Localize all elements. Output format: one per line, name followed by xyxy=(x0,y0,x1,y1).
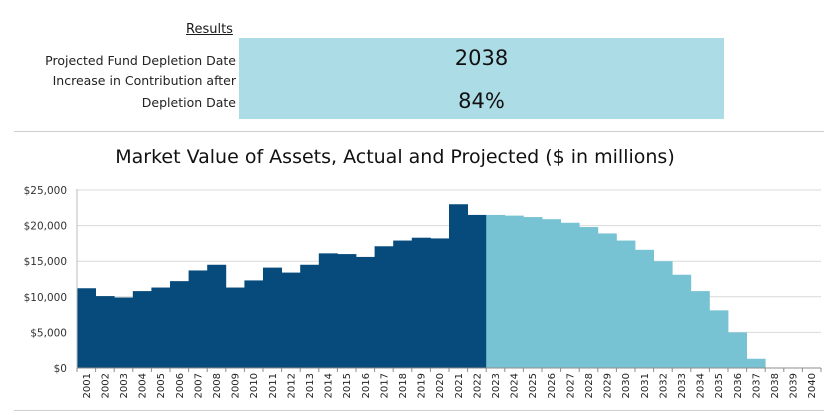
bar-2002 xyxy=(95,296,115,368)
y-tick-label: $10,000 xyxy=(24,292,67,304)
x-tick-label-2037: 2037 xyxy=(751,373,762,398)
x-tick-label-2018: 2018 xyxy=(398,373,409,398)
x-tick-label-2011: 2011 xyxy=(268,373,279,398)
x-tick-label-2013: 2013 xyxy=(305,373,316,398)
x-tick-label-2035: 2035 xyxy=(714,373,725,398)
x-tick-label-2014: 2014 xyxy=(324,373,335,398)
x-tick-label-2017: 2017 xyxy=(379,373,390,398)
y-tick-label: $5,000 xyxy=(30,327,67,339)
bar-2011 xyxy=(263,267,282,368)
x-tick-label-2012: 2012 xyxy=(286,373,297,398)
market-value-chart: $0 $5,000 $10,000 $15,000 $20,000 $25,000 2001… xyxy=(24,185,822,398)
x-tick-label-2005: 2005 xyxy=(156,373,167,398)
bar-2024 xyxy=(504,215,524,368)
chart-title: Market Value of Assets, Actual and Proje… xyxy=(115,146,675,168)
increase-label-line1: Increase in Contribution after xyxy=(52,73,236,88)
x-tick-label-2039: 2039 xyxy=(789,373,800,398)
x-tick-label-2031: 2031 xyxy=(640,373,651,398)
bar-2001 xyxy=(77,288,96,368)
x-tick-label-2040: 2040 xyxy=(807,373,818,398)
bar-2037 xyxy=(746,358,766,368)
results-box: 2038 84% xyxy=(239,38,724,119)
bar-2003 xyxy=(114,297,134,368)
x-tick-label-2033: 2033 xyxy=(677,373,688,398)
bar-2015 xyxy=(337,254,357,368)
y-tick-label: $25,000 xyxy=(24,185,67,197)
x-tick-label-2009: 2009 xyxy=(231,373,242,398)
bar-2014 xyxy=(318,253,338,368)
x-tick-label-2024: 2024 xyxy=(510,373,521,398)
bar-2008 xyxy=(207,264,227,368)
x-tick-label-2015: 2015 xyxy=(342,373,353,398)
bar-2029 xyxy=(597,233,617,368)
x-tick-label-2026: 2026 xyxy=(547,373,558,398)
x-tick-label-2029: 2029 xyxy=(603,373,614,398)
x-tick-label-2001: 2001 xyxy=(82,373,93,398)
y-tick-label: $0 xyxy=(54,363,67,375)
bar-2030 xyxy=(616,240,636,368)
bar-2036 xyxy=(728,332,747,368)
x-tick-label-2034: 2034 xyxy=(696,373,707,398)
x-tick-label-2007: 2007 xyxy=(193,373,204,398)
x-tick-label-2036: 2036 xyxy=(733,373,744,398)
bottom-divider xyxy=(14,410,824,411)
x-tick-label-2008: 2008 xyxy=(212,373,223,398)
bar-2035 xyxy=(709,310,729,368)
bar-2022 xyxy=(467,214,487,368)
bar-2027 xyxy=(560,222,580,368)
bar-2010 xyxy=(244,280,264,368)
x-tick-label-2032: 2032 xyxy=(658,373,669,398)
x-tick-label-2028: 2028 xyxy=(584,373,595,398)
bar-2021 xyxy=(449,204,468,368)
bar-2032 xyxy=(653,261,673,368)
x-tick-label-2022: 2022 xyxy=(472,373,483,398)
bar-2020 xyxy=(430,238,450,368)
results-title: Results xyxy=(186,22,233,37)
bar-2009 xyxy=(225,287,245,368)
x-tick-label-2027: 2027 xyxy=(565,373,576,398)
increase-label-line2: Depletion Date xyxy=(141,95,236,110)
x-tick-label-2023: 2023 xyxy=(491,373,502,398)
bar-2007 xyxy=(188,270,208,368)
x-tick-label-2025: 2025 xyxy=(528,373,539,398)
top-divider xyxy=(14,131,824,132)
y-tick-label: $20,000 xyxy=(24,221,67,233)
bar-2023 xyxy=(486,214,506,368)
bar-2013 xyxy=(300,264,320,368)
bar-2018 xyxy=(393,240,413,368)
x-tick-label-2019: 2019 xyxy=(417,373,428,398)
bar-2033 xyxy=(672,274,692,368)
x-tick-label-2002: 2002 xyxy=(100,373,111,398)
y-tick-label: $15,000 xyxy=(24,256,67,268)
bar-2006 xyxy=(170,281,189,368)
bar-2026 xyxy=(542,219,561,368)
x-tick-label-2016: 2016 xyxy=(361,373,372,398)
bar-2012 xyxy=(281,272,301,368)
x-tick-label-2020: 2020 xyxy=(435,373,446,398)
increase-pct-value: 84% xyxy=(458,89,505,113)
x-tick-label-2038: 2038 xyxy=(770,373,781,398)
x-tick-label-2010: 2010 xyxy=(249,373,260,398)
x-tick-label-2021: 2021 xyxy=(454,373,465,398)
bar-2017 xyxy=(374,246,394,368)
bar-2028 xyxy=(579,227,599,368)
x-tick-label-2004: 2004 xyxy=(138,373,149,398)
x-tick-label-2030: 2030 xyxy=(621,373,632,398)
x-tick-label-2006: 2006 xyxy=(175,373,186,398)
depletion-date-label: Projected Fund Depletion Date xyxy=(45,53,236,68)
bar-2005 xyxy=(151,287,171,368)
bar-2016 xyxy=(356,256,375,368)
x-tick-label-2003: 2003 xyxy=(119,373,130,398)
bar-2019 xyxy=(411,237,431,368)
bar-2004 xyxy=(132,291,152,368)
bar-2034 xyxy=(690,291,710,368)
bar-2031 xyxy=(635,249,654,368)
bar-2025 xyxy=(523,217,543,368)
depletion-date-value: 2038 xyxy=(454,46,509,70)
